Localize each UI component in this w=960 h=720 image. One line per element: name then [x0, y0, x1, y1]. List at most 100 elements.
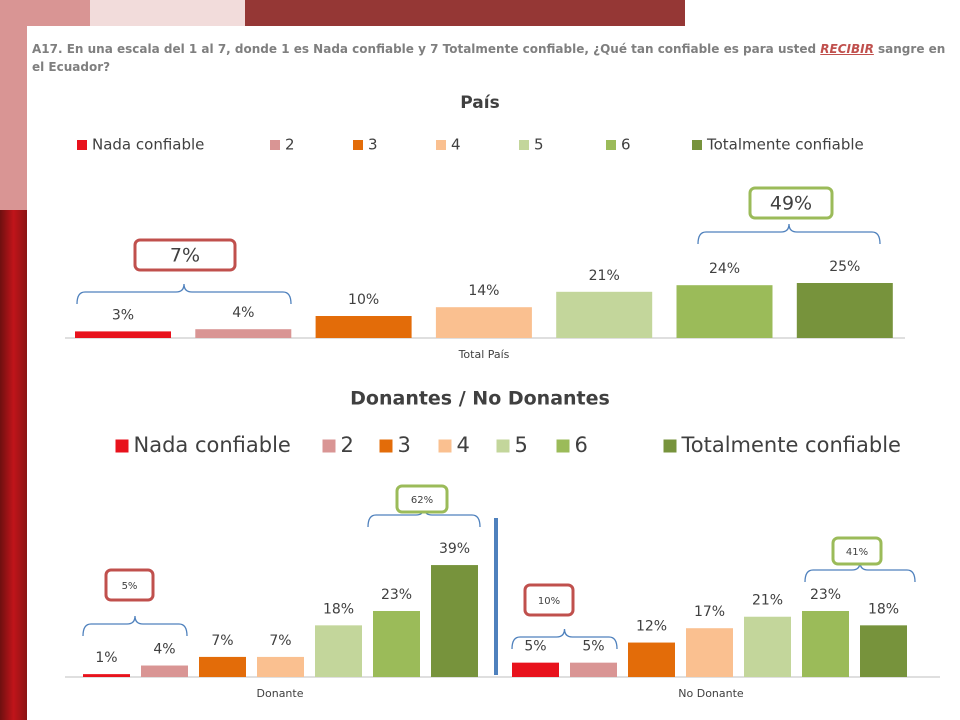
value-label: 14% — [468, 283, 499, 299]
bar — [802, 610, 849, 677]
value-label: 1% — [95, 650, 117, 666]
bar — [257, 656, 304, 677]
value-label: 12% — [636, 619, 667, 635]
value-label: 21% — [752, 593, 783, 609]
x-tick-label: Donante — [257, 687, 304, 700]
legend-swatch — [436, 140, 446, 150]
question: A17. En una escala del 1 al 7, donde 1 e… — [32, 40, 950, 76]
chart-title: Donantes / No Donantes — [350, 388, 610, 410]
legend-label: 4 — [457, 433, 470, 457]
legend-swatch — [322, 439, 336, 453]
annotation: 62% — [411, 495, 433, 506]
value-label: 25% — [829, 259, 860, 275]
bar — [686, 628, 733, 677]
legend-swatch — [353, 140, 363, 150]
value-label: 23% — [810, 587, 841, 603]
value-label: 17% — [694, 604, 725, 620]
brace — [511, 628, 618, 650]
legend-swatch — [270, 140, 280, 150]
legend-swatch — [77, 140, 87, 150]
question-highlight: RECIBIR — [820, 42, 874, 56]
brace — [76, 283, 292, 305]
value-label: 23% — [381, 587, 412, 603]
annotation: 41% — [846, 547, 868, 558]
legend-label: 6 — [621, 136, 631, 154]
value-label: 5% — [582, 639, 604, 655]
brace — [697, 223, 881, 245]
decor — [0, 0, 90, 26]
legend-swatch — [115, 439, 129, 453]
bar — [676, 285, 773, 338]
bar — [512, 662, 559, 677]
legend-swatch — [438, 439, 452, 453]
legend-swatch — [379, 439, 393, 453]
value-label: 10% — [348, 292, 379, 308]
brace — [82, 615, 188, 637]
decor — [90, 0, 245, 26]
legend-swatch — [496, 439, 510, 453]
legend-swatch — [663, 439, 677, 453]
value-label: 5% — [524, 639, 546, 655]
legend-label: 2 — [285, 136, 295, 154]
bar — [83, 674, 130, 677]
annotation: 10% — [538, 596, 560, 607]
annotation: 49% — [770, 193, 812, 215]
annotation-box — [133, 238, 237, 272]
legend-label: 5 — [534, 136, 544, 154]
value-label: 4% — [232, 305, 254, 321]
legend-swatch — [692, 140, 702, 150]
x-tick-label: No Donante — [678, 687, 744, 700]
annotation: 5% — [122, 581, 138, 592]
bar — [435, 307, 532, 338]
legend-label: 3 — [398, 433, 411, 457]
annotation-box — [523, 583, 575, 617]
value-label: 4% — [153, 642, 175, 658]
x-tick-label: Total País — [458, 348, 510, 361]
value-label: 21% — [589, 268, 620, 284]
value-label: 7% — [269, 633, 291, 649]
bar — [860, 625, 907, 677]
annotation-box — [395, 484, 449, 514]
legend-swatch — [519, 140, 529, 150]
bar — [199, 656, 246, 677]
legend-label: 5 — [515, 433, 528, 457]
value-label: 3% — [112, 307, 134, 323]
bar — [373, 610, 420, 677]
value-label: 24% — [709, 261, 740, 277]
question-text: sangre en el Ecuador? — [32, 42, 946, 74]
value-label: 39% — [439, 541, 470, 557]
value-label: 7% — [211, 633, 233, 649]
annotation-box — [104, 568, 155, 602]
legend-label: Nada confiable — [92, 136, 204, 154]
bar — [195, 329, 292, 338]
legend-label: 4 — [451, 136, 461, 154]
chart-title: País — [460, 93, 499, 113]
decor — [0, 26, 27, 210]
bar — [570, 662, 617, 677]
bar — [796, 283, 893, 338]
annotation-box — [748, 186, 834, 220]
legend-label: 3 — [368, 136, 378, 154]
legend-label: Nada confiable — [134, 433, 291, 457]
bar — [431, 565, 478, 677]
decor — [0, 210, 27, 720]
value-label: 18% — [323, 601, 354, 617]
bar — [315, 625, 362, 677]
legend-swatch — [556, 439, 570, 453]
bar — [315, 316, 412, 338]
bar — [75, 331, 171, 338]
decor — [245, 0, 685, 26]
value-label: 18% — [868, 601, 899, 617]
legend-swatch — [606, 140, 616, 150]
legend-label: Totalmente confiable — [681, 433, 901, 457]
bar — [141, 665, 188, 677]
question-text: A17. En una escala del 1 al 7, donde 1 e… — [32, 42, 821, 56]
legend-label: 6 — [575, 433, 588, 457]
legend-label: 2 — [341, 433, 354, 457]
bar — [556, 291, 653, 338]
annotation-box — [831, 536, 883, 566]
bar — [628, 642, 675, 677]
bar — [744, 616, 791, 677]
